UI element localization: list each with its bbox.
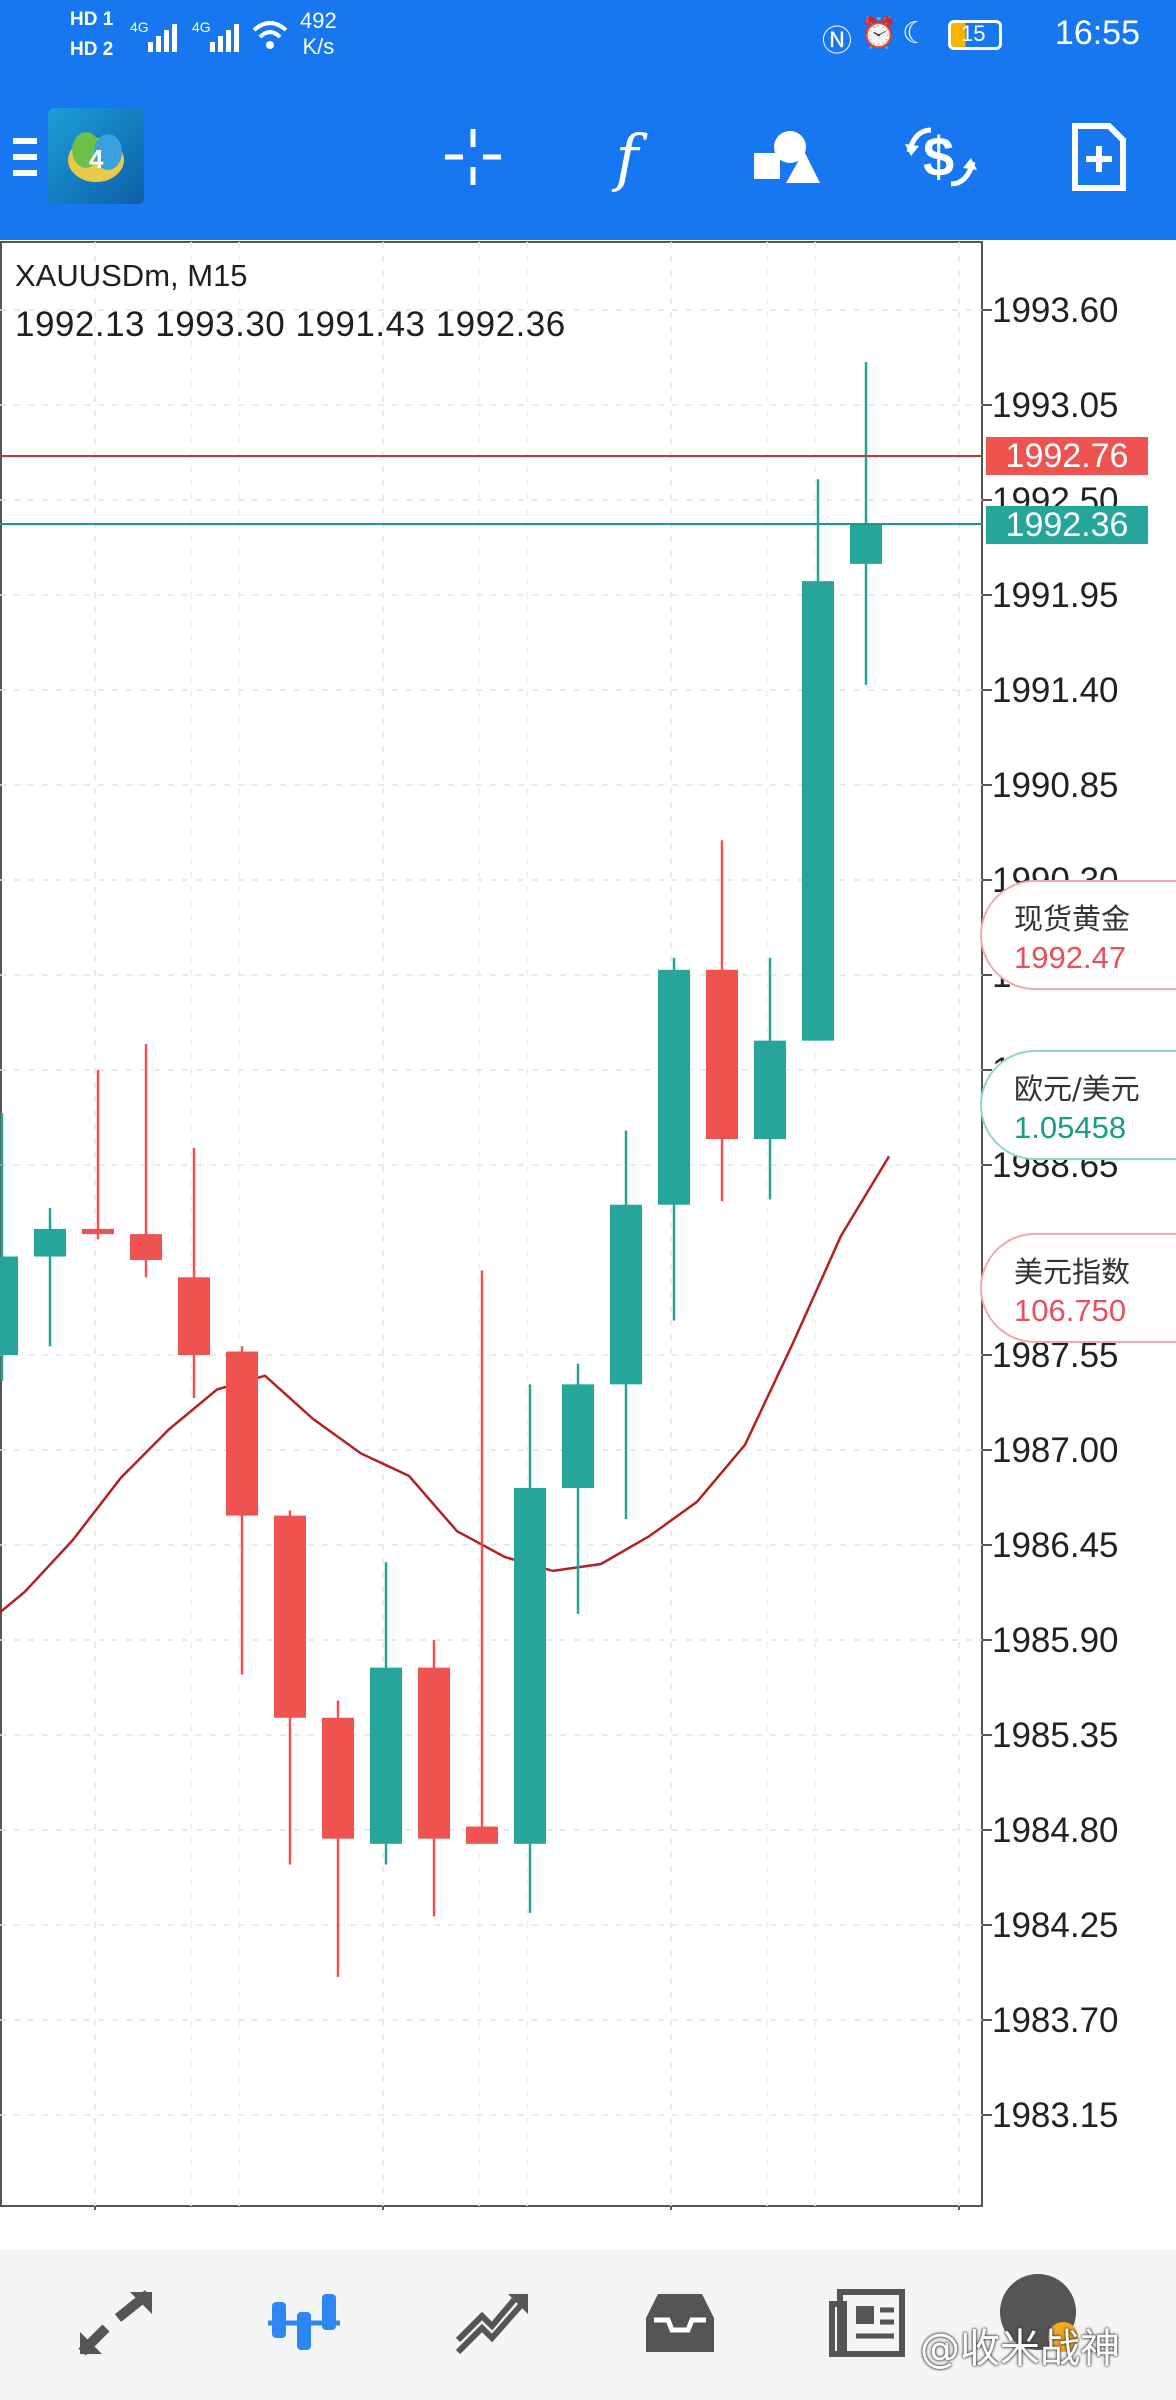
bid-price-tag: 1992.36 <box>986 506 1148 544</box>
watermark: @收米战神 <box>920 2326 1120 2372</box>
notification-badge <box>1048 2322 1078 2352</box>
price-axis-label: 1993.60 <box>992 291 1119 330</box>
chart-symbol: XAUUSDm, M15 <box>15 258 248 293</box>
widget-eurusd-value: 1.05458 <box>1014 1110 1127 1145</box>
crosshair-icon[interactable] <box>428 112 518 202</box>
chart-ohlc: 1992.13 1993.30 1991.43 1992.36 <box>15 305 566 344</box>
objects-icon[interactable] <box>740 112 830 202</box>
net-speed: 492 K/s <box>300 8 337 59</box>
trade-nav-icon[interactable] <box>442 2278 542 2368</box>
messages-icon[interactable] <box>818 2278 918 2368</box>
time-axis-label: 26 Oct 07:15 <box>0 2205 195 2210</box>
candle-body-bull <box>850 524 882 564</box>
battery-icon: 15 <box>948 20 1002 50</box>
candle-body-bear <box>130 1234 162 1260</box>
logo-icon: 4 <box>68 132 124 182</box>
candle-body-bull <box>610 1204 642 1385</box>
clock: 16:55 <box>1054 14 1140 52</box>
price-axis-label: 1985.35 <box>992 1716 1119 1755</box>
signal-icon: 4G 4G <box>130 19 239 52</box>
wifi-icon <box>252 21 288 49</box>
alarm-icon: ⏰ <box>860 17 898 50</box>
price-axis-label: 1993.05 <box>992 386 1119 425</box>
widget-dxy-name: 美元指数 <box>1014 1255 1131 1289</box>
new-order-icon[interactable] <box>1054 112 1144 202</box>
chart-icon[interactable] <box>254 2278 354 2368</box>
indicator-icon[interactable]: f <box>615 120 639 194</box>
sim2-label: HD 2 <box>70 39 114 60</box>
candle-body-bear <box>274 1515 306 1718</box>
chart-area[interactable]: 1993.60 1993.05 1992.50 1991.95 1991.40 1990.… <box>0 240 1176 2210</box>
price-axis-label: 1983.15 <box>992 2096 1119 2135</box>
candle-body-bull <box>514 1488 546 1844</box>
plot-frame <box>0 241 983 2207</box>
price-axis-label: 1987.00 <box>992 1431 1119 1470</box>
menu-icon[interactable] <box>0 112 70 202</box>
svg-text:$: $ <box>923 125 954 188</box>
candle-body-bear <box>466 1826 498 1844</box>
ask-price-tag: 1992.76 <box>986 437 1148 475</box>
widget-gold[interactable]: 现货黄金 1992.47 <box>980 880 1176 990</box>
price-axis-label: 1991.40 <box>992 671 1119 710</box>
svg-text:4G: 4G <box>192 19 211 35</box>
svg-text:4: 4 <box>89 144 104 174</box>
status-bar: HD 1 HD 2 4G 4G 492 K/s Ⓝ ⏰ ☾ 15 16:55 <box>0 0 1176 72</box>
bottom-nav <box>0 2250 1176 2400</box>
price-axis-label: 1984.80 <box>992 1811 1119 1850</box>
widget-dxy[interactable]: 美元指数 106.750 <box>980 1233 1176 1343</box>
candle-body-bull <box>562 1384 594 1488</box>
candle-body-bear <box>322 1717 354 1839</box>
candle-body-bear <box>706 969 738 1140</box>
widget-dxy-value: 106.750 <box>1014 1293 1127 1328</box>
price-axis-label: 1986.45 <box>992 1526 1119 1565</box>
candlestick-chart[interactable]: 1993.601993.051992.501991.951991.401990.… <box>0 240 1176 2210</box>
app-logo[interactable]: 4 <box>48 108 144 204</box>
candle-body-bull <box>0 1256 18 1355</box>
widget-gold-value: 1992.47 <box>1014 940 1127 975</box>
candle-body-bear <box>418 1667 450 1839</box>
time-axis-label: 26 Oct 10:15 <box>571 2205 771 2210</box>
quotes-icon[interactable] <box>66 2278 166 2368</box>
time-axis-label: 26 Oct 11:45 <box>860 2205 1058 2210</box>
sim1-label: HD 1 <box>70 9 114 30</box>
price-axis-label: 1991.95 <box>992 576 1119 615</box>
moon-icon: ☾ <box>902 17 929 50</box>
candle-body-bull <box>754 1040 786 1140</box>
candle-body-bear <box>178 1277 210 1355</box>
price-axis-label: 1990.85 <box>992 766 1119 805</box>
avatar[interactable] <box>1000 2274 1078 2352</box>
nfc-icon: Ⓝ <box>822 25 852 58</box>
candle-body-bear <box>226 1351 258 1516</box>
candle-body-bull <box>658 969 690 1205</box>
candle-body-bear <box>82 1228 114 1235</box>
trade-icon[interactable]: $ <box>896 112 986 202</box>
candle-body-bull <box>370 1667 402 1844</box>
price-axis-label: 1983.70 <box>992 2001 1119 2040</box>
moving-average-line <box>0 1155 891 1614</box>
svg-text:4G: 4G <box>130 19 149 35</box>
top-toolbar: 4 f $ <box>0 72 1176 240</box>
history-icon[interactable] <box>630 2278 730 2368</box>
candle-body-bull <box>802 581 834 1041</box>
price-axis-label: 1984.25 <box>992 1906 1119 1945</box>
time-axis-label: 26 Oct 08:45 <box>283 2205 483 2210</box>
widget-gold-name: 现货黄金 <box>1014 902 1131 936</box>
widget-eurusd[interactable]: 欧元/美元 1.05458 <box>980 1050 1176 1160</box>
widget-eurusd-name: 欧元/美元 <box>1014 1072 1140 1106</box>
price-axis-label: 1985.90 <box>992 1621 1119 1660</box>
candle-body-bull <box>34 1228 66 1257</box>
